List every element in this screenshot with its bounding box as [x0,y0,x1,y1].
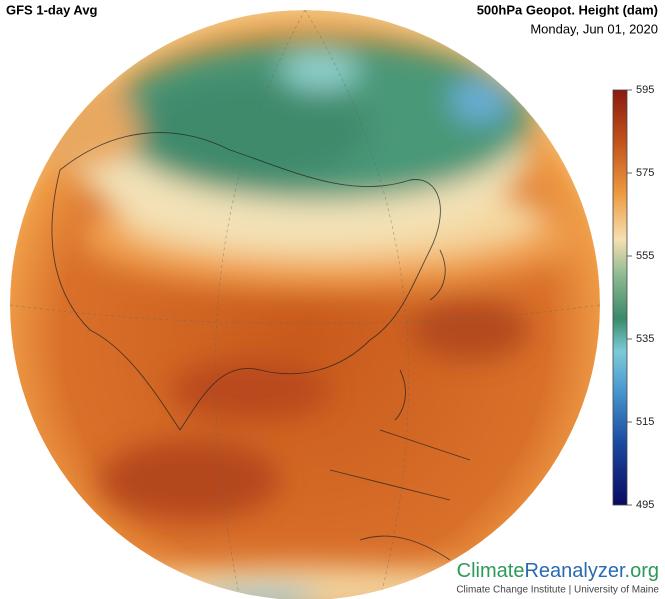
logo: ClimateReanalyzer.org [457,560,659,582]
logo-part: Climate [457,560,525,582]
logo-part: Reanalyzer [524,560,626,582]
globe [10,10,600,599]
colorbar-tick-label: 495 [636,499,654,511]
date-label: Monday, Jun 01, 2020 [530,21,658,36]
colorbar-tick-label: 515 [636,416,654,428]
logo-subtitle: Climate Change Institute | University of… [456,585,659,596]
colorbar-tick-label: 575 [636,167,654,179]
colorbar-tick-label: 535 [636,333,654,345]
logo-part: .org [625,560,659,582]
model-title: GFS 1-day Avg [6,2,98,17]
variable-title: 500hPa Geopot. Height (dam) [477,2,658,17]
colorbar-scale [612,89,628,506]
colorbar: 595 575 555 535 515 495 [612,84,654,511]
colorbar-tick-label: 555 [636,250,654,262]
colorbar-tick-label: 595 [636,84,654,96]
